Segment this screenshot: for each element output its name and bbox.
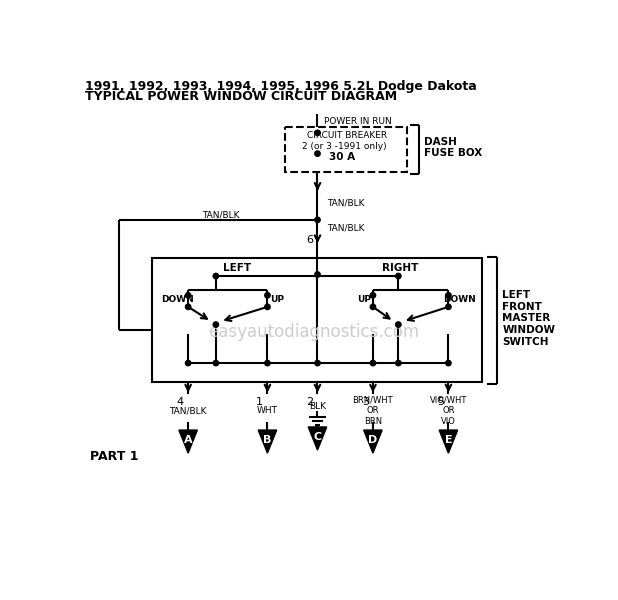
Text: 6: 6: [307, 235, 313, 245]
Circle shape: [315, 130, 320, 136]
Text: WHT: WHT: [257, 406, 278, 415]
Text: 3: 3: [362, 397, 369, 407]
Circle shape: [213, 274, 219, 279]
Circle shape: [185, 293, 191, 298]
Text: 1991, 1992, 1993, 1994, 1995, 1996 5.2L Dodge Dakota: 1991, 1992, 1993, 1994, 1995, 1996 5.2L …: [85, 80, 476, 92]
Text: LEFT: LEFT: [222, 263, 251, 272]
Text: TAN/BLK: TAN/BLK: [327, 199, 364, 208]
Circle shape: [396, 361, 401, 366]
Circle shape: [370, 293, 376, 298]
Text: POWER IN RUN: POWER IN RUN: [324, 117, 391, 126]
Circle shape: [370, 304, 376, 310]
Text: D: D: [368, 435, 378, 445]
Text: TAN/BLK: TAN/BLK: [169, 406, 207, 415]
Text: easyautodiagnostics.com: easyautodiagnostics.com: [208, 323, 419, 341]
Circle shape: [265, 293, 270, 298]
Text: C: C: [313, 431, 321, 442]
Text: 1: 1: [256, 397, 263, 407]
Circle shape: [315, 361, 320, 366]
Text: PART 1: PART 1: [90, 451, 139, 463]
Polygon shape: [364, 430, 382, 453]
Circle shape: [315, 217, 320, 223]
Circle shape: [315, 151, 320, 157]
Text: TAN/BLK: TAN/BLK: [327, 223, 364, 232]
Text: DOWN: DOWN: [444, 295, 476, 304]
Text: CIRCUIT BREAKER: CIRCUIT BREAKER: [307, 131, 387, 140]
Bar: [152, 259, 481, 382]
Text: DASH
FUSE BOX: DASH FUSE BOX: [424, 137, 482, 158]
Polygon shape: [439, 430, 458, 453]
Circle shape: [185, 304, 191, 310]
Text: 5: 5: [437, 397, 444, 407]
Circle shape: [213, 322, 219, 327]
Text: UP: UP: [271, 295, 284, 304]
Circle shape: [185, 361, 191, 366]
Text: 30 A: 30 A: [329, 152, 355, 163]
Bar: [285, 127, 407, 172]
Text: 4: 4: [177, 397, 184, 407]
Circle shape: [265, 361, 270, 366]
Text: 2 (or 3 -1991 only): 2 (or 3 -1991 only): [302, 142, 387, 151]
Text: VIO/WHT
OR
VIO: VIO/WHT OR VIO: [430, 396, 467, 426]
Circle shape: [265, 304, 270, 310]
Text: LEFT
FRONT
MASTER
WINDOW
SWITCH: LEFT FRONT MASTER WINDOW SWITCH: [502, 290, 556, 347]
Circle shape: [446, 293, 451, 298]
Polygon shape: [258, 430, 277, 453]
Circle shape: [213, 361, 219, 366]
Text: 2: 2: [307, 397, 313, 407]
Circle shape: [396, 322, 401, 327]
Text: TYPICAL POWER WINDOW CIRCUIT DIAGRAM: TYPICAL POWER WINDOW CIRCUIT DIAGRAM: [85, 91, 397, 103]
Circle shape: [315, 272, 320, 277]
Text: RIGHT: RIGHT: [383, 263, 419, 272]
Text: BLK: BLK: [309, 403, 326, 412]
Text: DOWN: DOWN: [161, 295, 193, 304]
Circle shape: [370, 361, 376, 366]
Circle shape: [446, 304, 451, 310]
Text: E: E: [444, 435, 452, 445]
Circle shape: [446, 361, 451, 366]
Text: TAN/BLK: TAN/BLK: [203, 211, 240, 220]
Text: BRN/WHT
OR
BRN: BRN/WHT OR BRN: [353, 396, 393, 426]
Polygon shape: [308, 427, 327, 450]
Circle shape: [396, 274, 401, 279]
Text: B: B: [263, 435, 272, 445]
Text: A: A: [184, 435, 192, 445]
Text: UP: UP: [357, 295, 371, 304]
Polygon shape: [179, 430, 197, 453]
